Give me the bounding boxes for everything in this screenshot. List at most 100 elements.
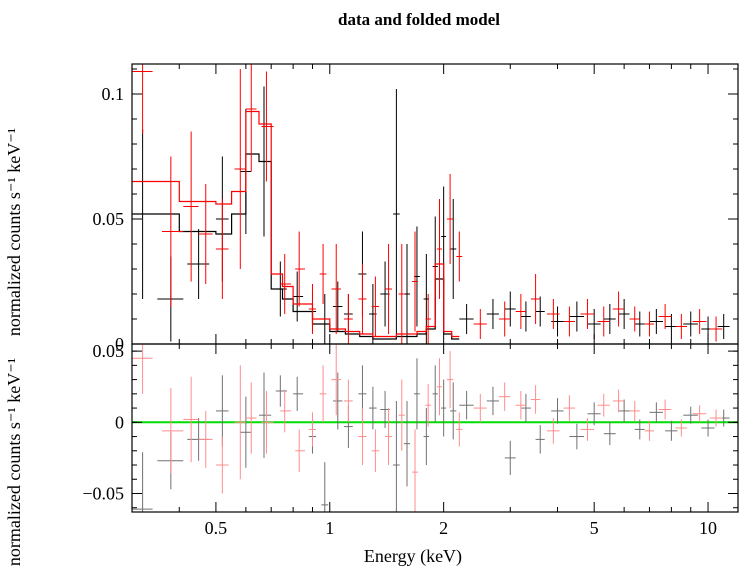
- data-point: [432, 365, 438, 423]
- panel-plot-area: [132, 344, 738, 512]
- data-point: [425, 294, 431, 344]
- data-point: [412, 231, 418, 332]
- data-point: [403, 400, 411, 487]
- y-tick-label: 0: [115, 412, 124, 432]
- data-point: [436, 199, 443, 299]
- model-step-line: [132, 110, 460, 338]
- data-point: [597, 393, 610, 417]
- data-point: [132, 452, 153, 512]
- data-point: [183, 131, 199, 282]
- data-point: [683, 406, 698, 424]
- data-point: [198, 184, 213, 284]
- data-point: [504, 291, 516, 327]
- data-point: [709, 316, 723, 342]
- data-point: [295, 231, 306, 307]
- data-point: [280, 254, 292, 314]
- data-point: [293, 376, 304, 411]
- data-point: [692, 309, 707, 334]
- data-point: [658, 399, 672, 420]
- data-point: [157, 432, 184, 490]
- data-point: [456, 412, 463, 447]
- data-point: [161, 388, 184, 474]
- y-tick-label: 0.05: [93, 209, 125, 229]
- x-tick-label: 5: [590, 518, 599, 538]
- data-point: [551, 398, 564, 424]
- data-point: [234, 69, 246, 269]
- data-point: [371, 276, 380, 337]
- data-point: [701, 419, 715, 437]
- x-tick-label: 0.5: [205, 518, 228, 538]
- data-point: [234, 365, 246, 480]
- data-point: [398, 244, 405, 344]
- data-point: [515, 390, 526, 420]
- data-point: [240, 396, 252, 468]
- data-point: [132, 64, 153, 134]
- data-point: [504, 440, 516, 475]
- data-point: [683, 311, 698, 337]
- data-point: [393, 400, 400, 512]
- data-point: [436, 358, 443, 416]
- data-point: [358, 408, 367, 466]
- data-point: [245, 64, 257, 172]
- data-point: [665, 314, 678, 339]
- data-point: [321, 462, 329, 512]
- data-point: [333, 281, 343, 332]
- data-point: [308, 284, 317, 334]
- data-point: [245, 382, 257, 454]
- data-point: [319, 365, 327, 423]
- data-point: [441, 379, 447, 437]
- x-tick-label: 2: [439, 518, 448, 538]
- data-point: [183, 376, 199, 463]
- data-point: [198, 410, 213, 468]
- data-point: [530, 274, 541, 324]
- data-point: [343, 379, 353, 423]
- data-point: [385, 244, 392, 334]
- data-point: [665, 420, 678, 441]
- data-point: [634, 419, 645, 440]
- data-point: [371, 429, 380, 473]
- panel-frame: [131, 343, 739, 513]
- data-point: [259, 86, 272, 237]
- data-point: [486, 299, 499, 329]
- data-point: [563, 395, 576, 421]
- data-point: [358, 264, 367, 334]
- y-tick-label: 0: [115, 334, 124, 354]
- data-point: [612, 291, 625, 327]
- data-point: [515, 294, 526, 329]
- y-tick-label: −0.05: [82, 483, 124, 503]
- data-point: [343, 294, 353, 344]
- data-point: [629, 400, 640, 421]
- data-point: [634, 311, 645, 337]
- data-point: [486, 386, 499, 416]
- data-point: [473, 309, 487, 339]
- data-point: [450, 382, 457, 440]
- data-point: [293, 271, 304, 322]
- data-point: [629, 306, 640, 332]
- data-point: [580, 299, 595, 329]
- data-point: [423, 408, 430, 466]
- x-tick-label: 1: [325, 518, 334, 538]
- data-point: [530, 385, 541, 414]
- model-step-line: [132, 153, 460, 340]
- data-point: [414, 358, 420, 430]
- data-point: [498, 382, 511, 411]
- data-point: [644, 420, 655, 441]
- data-point: [569, 301, 585, 332]
- data-point: [369, 386, 377, 430]
- data-point: [675, 314, 688, 339]
- data-point: [215, 436, 229, 494]
- data-point: [546, 418, 560, 444]
- data-point: [649, 309, 663, 334]
- data-point: [535, 296, 545, 327]
- data-point: [709, 409, 723, 427]
- data-point: [603, 422, 616, 446]
- data-point: [456, 231, 463, 282]
- data-point: [333, 372, 343, 430]
- data-point: [597, 306, 610, 337]
- data-point: [261, 71, 274, 182]
- data-point: [425, 383, 431, 427]
- data-point: [675, 419, 688, 437]
- data-point: [132, 129, 153, 299]
- data-point: [308, 412, 317, 447]
- data-point: [473, 393, 487, 423]
